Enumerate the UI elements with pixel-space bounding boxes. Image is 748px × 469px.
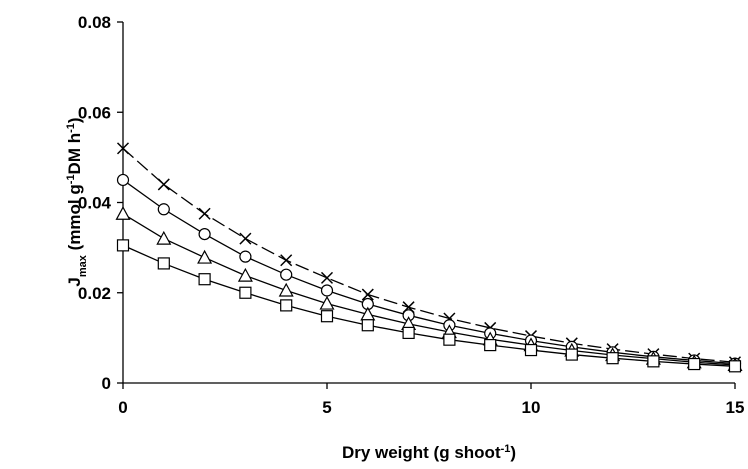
- y-axis-label: Jmax (mmol g-1DM h-1): [65, 117, 89, 286]
- marker: [197, 249, 213, 264]
- label-part: Dry weight (g shoot: [342, 443, 501, 462]
- x-axis-label: Dry weight (g shoot-1): [342, 443, 516, 462]
- marker: [443, 333, 456, 346]
- marker: [688, 357, 701, 371]
- marker: [361, 319, 374, 332]
- label-part: -1: [501, 443, 511, 455]
- marker: [198, 227, 211, 241]
- marker: [239, 250, 252, 263]
- series-line: [122, 244, 736, 367]
- y-tick-label: 0: [102, 374, 111, 393]
- marker: [156, 230, 172, 245]
- marker: [198, 273, 211, 286]
- marker: [360, 306, 376, 321]
- marker: [116, 239, 130, 252]
- x-tick-label: 0: [118, 398, 127, 417]
- marker: [728, 360, 742, 373]
- x-tick-label: 10: [522, 398, 541, 417]
- series-line: [122, 147, 736, 363]
- marker: [402, 326, 415, 340]
- marker: [484, 338, 497, 352]
- marker: [237, 267, 253, 282]
- marker: [320, 284, 334, 297]
- marker: [319, 295, 335, 310]
- series-line: [122, 213, 736, 366]
- marker: [524, 343, 538, 357]
- marker: [115, 206, 131, 220]
- y-tick-label: 0.02: [78, 284, 111, 303]
- y-tick-label: 0.06: [78, 103, 111, 122]
- marker: [361, 288, 374, 301]
- label-part: ): [65, 117, 84, 123]
- marker: [157, 203, 170, 216]
- marker: [320, 310, 334, 323]
- label-part: max: [77, 254, 89, 277]
- x-tick-label: 15: [726, 398, 745, 417]
- x-tick-label: 5: [322, 398, 331, 417]
- label-part: (mmol g: [65, 184, 84, 255]
- marker: [565, 348, 578, 361]
- label-part: DM h: [65, 133, 84, 175]
- label-part: J: [65, 277, 84, 286]
- series-line: [122, 179, 736, 365]
- marker: [239, 232, 252, 245]
- marker: [116, 142, 130, 155]
- marker: [280, 254, 293, 267]
- label-part: ): [510, 443, 516, 462]
- marker: [647, 355, 660, 368]
- marker: [280, 299, 293, 312]
- marker: [280, 268, 293, 281]
- marker: [606, 352, 619, 365]
- marker: [198, 207, 211, 220]
- marker: [320, 271, 334, 284]
- label-part: -1: [65, 123, 77, 133]
- marker: [278, 282, 294, 297]
- marker: [116, 173, 130, 187]
- marker: [157, 257, 170, 270]
- label-part: -1: [65, 174, 77, 184]
- y-tick-label: 0.08: [78, 13, 111, 32]
- marker: [239, 286, 252, 299]
- y-tick-label: 0.04: [78, 194, 112, 213]
- marker: [157, 178, 170, 191]
